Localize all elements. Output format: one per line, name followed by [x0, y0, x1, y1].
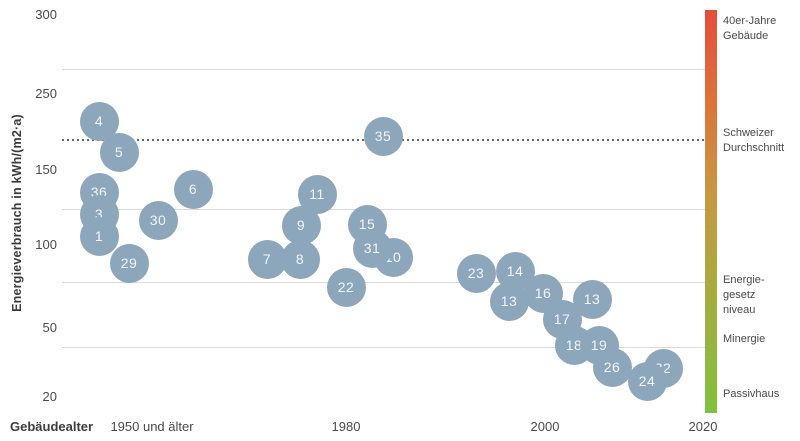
scale-label-passivhaus: Passivhaus	[723, 388, 780, 400]
scale-label-energiegesetz-niveau: Energie- gesetz niveau	[723, 274, 765, 316]
x-tick-label: 2020	[688, 419, 718, 434]
y-axis-title: Energieverbrauch in kWh/(m2·a)	[10, 114, 24, 312]
y-tick-label-50: 50	[42, 320, 57, 335]
gridline-40er-jahre	[62, 69, 705, 70]
y-tick-label-250: 250	[35, 86, 57, 101]
gridline-upper	[62, 209, 705, 210]
bubble-13: 13	[489, 281, 529, 321]
x-tick-label: 2000	[530, 419, 560, 434]
y-tick-label-100: 100	[35, 237, 57, 252]
color-scale-bar	[705, 10, 717, 413]
x-tick-label: 1950 und älter	[110, 419, 194, 434]
bubble-5: 5	[99, 132, 139, 172]
bubble-1: 1	[79, 216, 119, 256]
bubble-23: 23	[456, 253, 496, 293]
scale-label-schweizer-durchschnitt: Schweizer Durchschnitt	[723, 127, 785, 154]
scale-label-40er-jahre-gebaeude: 40er-Jahre Gebäude	[723, 15, 777, 42]
gridline-energiegesetz	[62, 282, 705, 283]
y-tick-label-150: 150	[35, 162, 57, 177]
bubble-30: 30	[138, 200, 178, 240]
bubble-7: 7	[247, 239, 287, 279]
bubble-29: 29	[109, 243, 149, 283]
y-tick-label-300: 300	[35, 7, 57, 22]
bubble-22: 22	[326, 267, 366, 307]
bubble-6: 6	[173, 169, 213, 209]
gridline-minergie	[62, 347, 705, 348]
bubble-35: 35	[363, 116, 403, 156]
bubble-9: 9	[281, 205, 321, 245]
scale-label-minergie: Minergie	[723, 333, 766, 345]
x-tick-label: 1980	[331, 419, 361, 434]
bubble-31: 31	[352, 228, 392, 268]
bubble-24: 24	[627, 361, 667, 401]
y-tick-label-20: 20	[42, 389, 57, 404]
bubble-8: 8	[280, 239, 320, 279]
x-axis-title: Gebäudealter	[10, 419, 94, 434]
bubble-26: 26	[592, 347, 632, 387]
